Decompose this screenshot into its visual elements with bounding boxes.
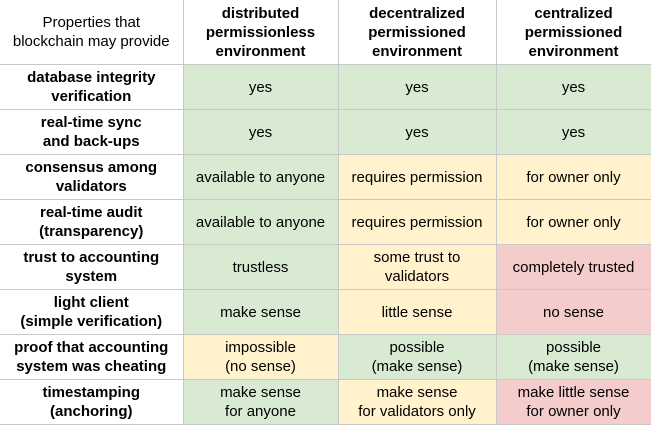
- corner-header: Properties that blockchain may provide: [0, 0, 184, 65]
- cell: yes: [495, 109, 651, 155]
- table-row: real-time sync and back-ups yes yes yes: [0, 109, 651, 155]
- cell: little sense: [337, 289, 497, 335]
- row-label: proof that accounting system was cheatin…: [0, 334, 184, 380]
- row-label: real-time sync and back-ups: [0, 109, 184, 155]
- cell: yes: [495, 64, 651, 110]
- cell: no sense: [495, 289, 651, 335]
- cell: for owner only: [495, 199, 651, 245]
- cell: make little sense for owner only: [495, 379, 651, 425]
- cell: available to anyone: [182, 199, 339, 245]
- row-label: consensus among validators: [0, 154, 184, 200]
- table-row: light client (simple verification) make s…: [0, 289, 651, 335]
- row-label: light client (simple verification): [0, 289, 184, 335]
- cell: impossible (no sense): [182, 334, 339, 380]
- row-label: trust to accounting system: [0, 244, 184, 290]
- cell: requires permission: [337, 199, 497, 245]
- table-row: database integrity verification yes yes yes: [0, 64, 651, 110]
- cell: trustless: [182, 244, 339, 290]
- column-header: distributed permissionless environment: [182, 0, 339, 65]
- table-row: timestamping (anchoring) make sense for a…: [0, 379, 651, 425]
- cell: yes: [337, 109, 497, 155]
- row-label: real-time audit (transparency): [0, 199, 184, 245]
- table-row: consensus among validators available to a…: [0, 154, 651, 200]
- header-row: Properties that blockchain may provide di…: [0, 0, 651, 65]
- column-header: centralized permissioned environment: [495, 0, 651, 65]
- cell: make sense for anyone: [182, 379, 339, 425]
- cell: possible (make sense): [495, 334, 651, 380]
- cell: requires permission: [337, 154, 497, 200]
- table-row: proof that accounting system was cheatin…: [0, 334, 651, 380]
- column-header: decentralized permissioned environment: [337, 0, 497, 65]
- cell: make sense: [182, 289, 339, 335]
- cell: completely trusted: [495, 244, 651, 290]
- cell: possible (make sense): [337, 334, 497, 380]
- table-row: trust to accounting system trustless some …: [0, 244, 651, 290]
- cell: yes: [182, 64, 339, 110]
- table-row: real-time audit (transparency) available …: [0, 199, 651, 245]
- cell: available to anyone: [182, 154, 339, 200]
- cell: make sense for validators only: [337, 379, 497, 425]
- cell: yes: [337, 64, 497, 110]
- cell: yes: [182, 109, 339, 155]
- cell: for owner only: [495, 154, 651, 200]
- cell: some trust to validators: [337, 244, 497, 290]
- row-label: timestamping (anchoring): [0, 379, 184, 425]
- row-label: database integrity verification: [0, 64, 184, 110]
